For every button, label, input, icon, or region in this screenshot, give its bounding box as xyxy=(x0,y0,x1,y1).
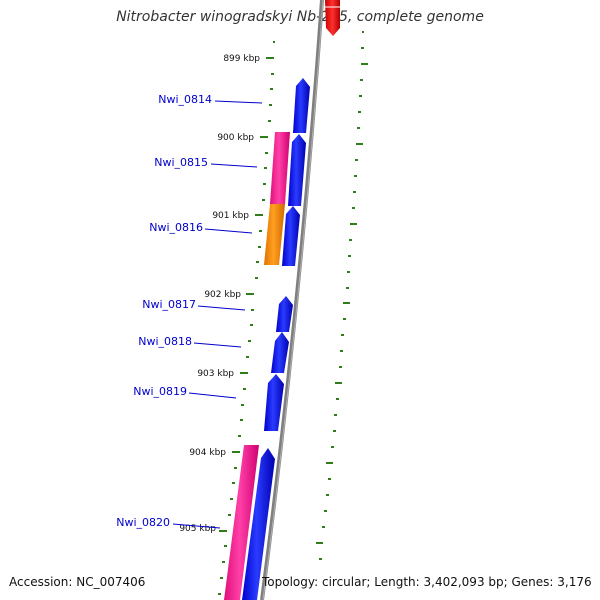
orange-nwi-0816[interactable] xyxy=(264,204,285,265)
gene-label-nwi-0820[interactable]: Nwi_0820 xyxy=(116,516,170,529)
gene-leader-lines xyxy=(172,100,263,529)
tick-label: 902 kbp xyxy=(204,290,241,300)
gene-label-nwi-0816[interactable]: Nwi_0816 xyxy=(149,221,203,234)
tick-label: 904 kbp xyxy=(189,448,226,458)
gene-label-nwi-0817[interactable]: Nwi_0817 xyxy=(142,298,196,311)
tick-label: 901 kbp xyxy=(212,211,249,221)
cds-nwi-0817[interactable] xyxy=(276,296,293,332)
inner-dot-track xyxy=(218,41,275,595)
gene-label-nwi-0814[interactable]: Nwi_0814 xyxy=(158,93,212,106)
outer-dot-track xyxy=(316,31,368,560)
map-title: Nitrobacter winogradskyi Nb-255, complet… xyxy=(116,9,484,25)
genome-backbone xyxy=(260,0,324,600)
tick-label: 905 kbp xyxy=(179,524,216,534)
cds-nwi-0816[interactable] xyxy=(282,206,300,266)
gene-label-nwi-0819[interactable]: Nwi_0819 xyxy=(133,385,187,398)
cds-nwi-0818[interactable] xyxy=(271,332,289,373)
genome-summary: Topology: circular; Length: 3,402,093 bp… xyxy=(262,575,592,589)
tick-label: 900 kbp xyxy=(217,133,254,143)
accession-label: Accession: NC_007406 xyxy=(9,575,146,589)
cds-nwi-0820[interactable] xyxy=(242,448,275,600)
position-marker[interactable] xyxy=(325,0,340,36)
tick-label: 899 kbp xyxy=(223,54,260,64)
gene-label-nwi-0815[interactable]: Nwi_0815 xyxy=(154,156,208,169)
cds-nwi-0814[interactable] xyxy=(293,78,310,133)
tick-label: 903 kbp xyxy=(197,369,234,379)
cds-nwi-0819[interactable] xyxy=(264,374,284,431)
rna-nwi-0820[interactable] xyxy=(224,445,259,600)
rna-nwi-0815[interactable] xyxy=(270,132,290,204)
cds-nwi-0815[interactable] xyxy=(288,134,306,206)
gene-label-nwi-0818[interactable]: Nwi_0818 xyxy=(138,335,192,348)
